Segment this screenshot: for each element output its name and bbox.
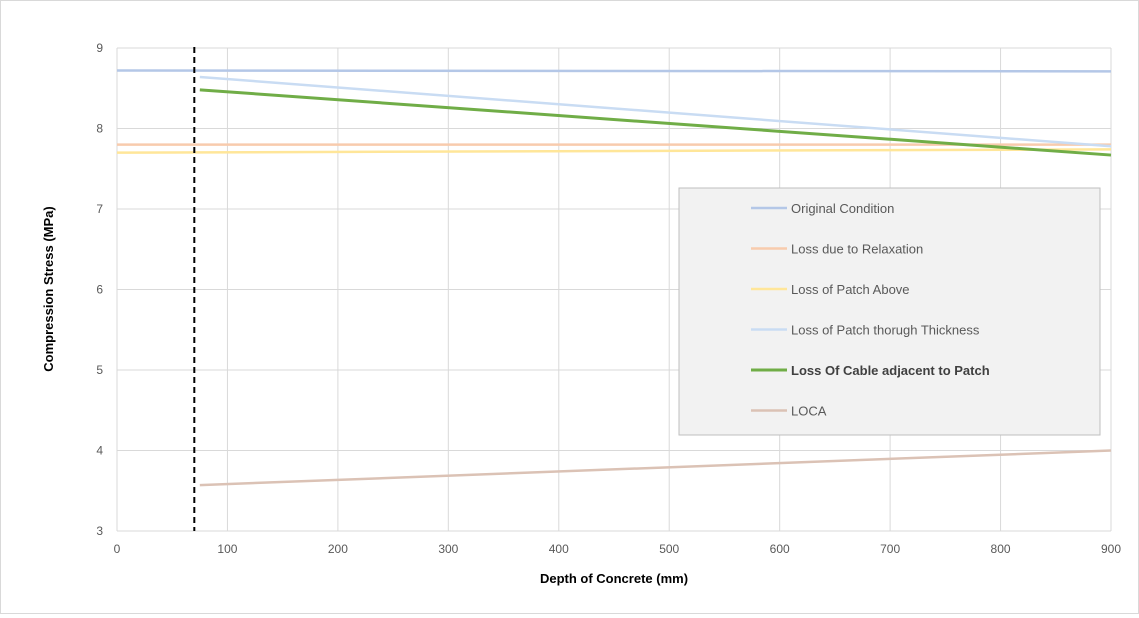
y-tick-label: 4 (96, 444, 103, 458)
x-tick-label: 700 (880, 542, 900, 556)
series-line (199, 88, 1112, 157)
y-tick-label: 8 (96, 122, 103, 136)
legend: Original Condition Loss due to Relaxation… (678, 187, 1101, 436)
x-tick-labels: 0 100 200 300 400 500 600 700 800 900 (114, 542, 1122, 556)
legend-label: LOCA (791, 404, 827, 419)
legend-label: Loss of Patch thorugh Thickness (791, 323, 980, 338)
series-line (116, 148, 1112, 154)
series-line (199, 75, 1112, 148)
legend-label: Original Condition (791, 201, 894, 216)
x-tick-label: 0 (114, 542, 121, 556)
legend-label: Loss of Patch Above (791, 282, 910, 297)
x-tick-label: 800 (991, 542, 1011, 556)
x-tick-label: 100 (217, 542, 237, 556)
x-tick-label: 300 (438, 542, 458, 556)
y-tick-labels: 3 4 5 6 7 8 9 (96, 41, 103, 538)
series-lines (116, 69, 1112, 487)
y-tick-label: 7 (96, 202, 103, 216)
y-tick-label: 3 (96, 524, 103, 538)
y-tick-label: 9 (96, 41, 103, 55)
legend-box (678, 187, 1101, 436)
x-tick-label: 500 (659, 542, 679, 556)
x-tick-label: 600 (770, 542, 790, 556)
y-axis-title: Compression Stress (MPa) (41, 206, 56, 371)
y-tick-label: 5 (96, 363, 103, 377)
legend-label: Loss due to Relaxation (791, 242, 923, 257)
series-line (199, 449, 1112, 487)
legend-items: Original Condition Loss due to Relaxation… (751, 201, 990, 419)
legend-label: Loss Of Cable adjacent to Patch (791, 363, 990, 378)
series-line (116, 69, 1112, 73)
x-tick-label: 200 (328, 542, 348, 556)
x-axis-title: Depth of Concrete (mm) (540, 571, 688, 586)
y-tick-label: 6 (96, 283, 103, 297)
x-tick-label: 900 (1101, 542, 1121, 556)
x-tick-label: 400 (549, 542, 569, 556)
